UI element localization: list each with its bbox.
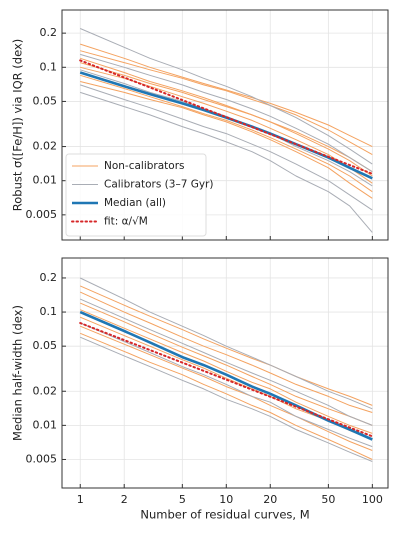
member-line — [80, 309, 373, 434]
y-tick-label: 0.1 — [40, 305, 58, 318]
legend-label: Median (all) — [104, 197, 166, 209]
y-tick-label: 0.005 — [26, 452, 58, 465]
member-line — [79, 285, 373, 406]
x-tick-label: 100 — [362, 493, 383, 506]
frame — [61, 9, 389, 241]
y-tick-label: 0.2 — [40, 26, 58, 39]
legend-box — [65, 153, 207, 237]
member-line — [80, 53, 373, 173]
fit-line — [79, 322, 374, 438]
member-line — [79, 291, 373, 413]
member-line — [80, 322, 373, 448]
y-tick-label: 0.05 — [33, 94, 58, 107]
y-tick-label: 0.2 — [40, 271, 58, 284]
x-tick-label: 50 — [321, 493, 335, 506]
member-line — [80, 302, 373, 426]
y-tick-label: 0.01 — [33, 174, 58, 187]
member-line — [80, 81, 373, 199]
y-axis-label: Median half-width (dex) — [11, 305, 25, 441]
y-tick-label: 0.02 — [33, 384, 58, 397]
member-line — [80, 84, 373, 211]
member-line — [80, 332, 373, 460]
frame — [61, 257, 389, 489]
x-tick-label: 10 — [219, 493, 233, 506]
member-line — [80, 325, 373, 451]
legend-label: Non-calibrators — [104, 160, 185, 172]
curves — [79, 28, 374, 233]
x-tick-label: 5 — [179, 493, 186, 506]
member-line — [80, 43, 373, 148]
member-line — [80, 74, 373, 193]
x-tick-label: 1 — [77, 493, 84, 506]
member-line — [79, 277, 373, 410]
member-line — [80, 28, 373, 165]
member-line — [80, 62, 373, 177]
member-line — [80, 66, 373, 184]
member-line — [80, 50, 373, 156]
y-tick-label: 0.1 — [40, 60, 58, 73]
y-tick-label: 0.005 — [26, 208, 58, 221]
x-axis-label: Number of residual curves, M — [140, 508, 309, 522]
median-line — [79, 310, 373, 441]
x-tick-label: 2 — [121, 493, 128, 506]
legend-label: Calibrators (3–7 Gyr) — [104, 179, 214, 191]
y-tick-label: 0.01 — [33, 418, 58, 431]
member-line — [80, 298, 373, 426]
x-tick-label: 20 — [263, 493, 277, 506]
member-line — [80, 91, 373, 233]
y-tick-label: 0.02 — [33, 140, 58, 153]
curves — [79, 277, 374, 462]
legend-label: fit: α/√M — [104, 216, 148, 228]
member-line — [80, 336, 373, 462]
fit-line — [79, 59, 374, 175]
y-axis-label: Robust σ([Fe/H]) via IQR (dex) — [11, 39, 25, 211]
y-tick-label: 0.05 — [33, 339, 58, 352]
member-line — [80, 57, 373, 173]
